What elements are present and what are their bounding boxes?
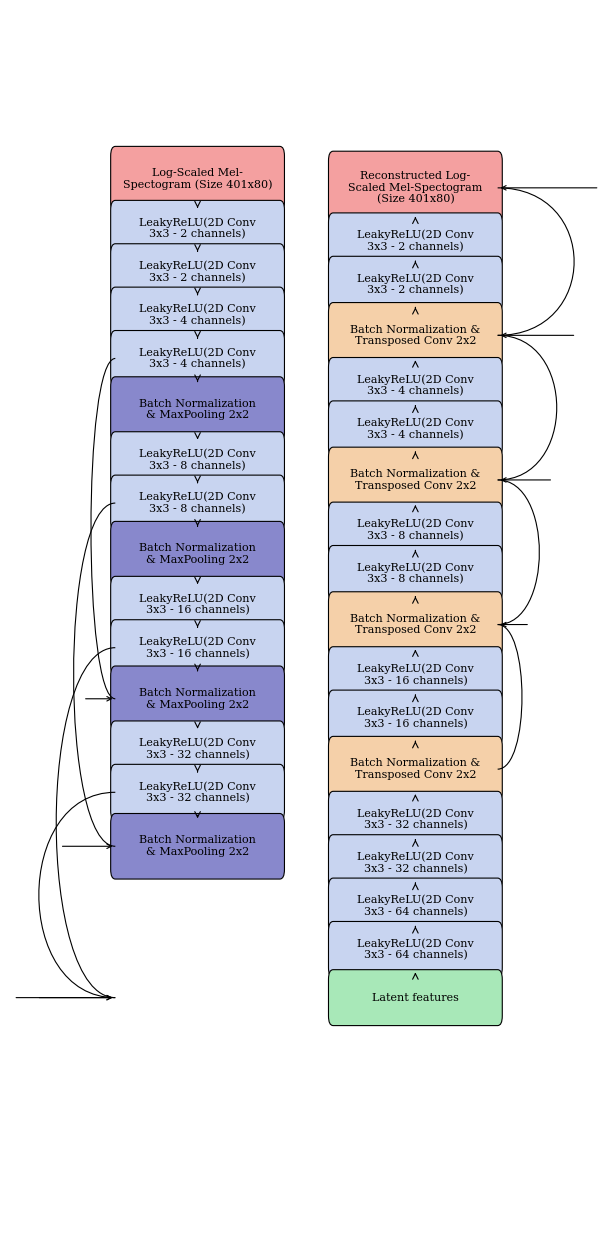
Text: LeakyReLU(2D Conv
3x3 - 8 channels): LeakyReLU(2D Conv 3x3 - 8 channels)	[357, 518, 474, 541]
FancyBboxPatch shape	[328, 835, 502, 890]
Text: Batch Normalization
& MaxPooling 2x2: Batch Normalization & MaxPooling 2x2	[139, 835, 256, 858]
FancyBboxPatch shape	[328, 690, 502, 746]
FancyBboxPatch shape	[111, 521, 285, 587]
Text: Batch Normalization &
Transposed Conv 2x2: Batch Normalization & Transposed Conv 2x…	[350, 470, 481, 491]
Text: LeakyReLU(2D Conv
3x3 - 32 channels): LeakyReLU(2D Conv 3x3 - 32 channels)	[139, 737, 256, 760]
Text: LeakyReLU(2D Conv
3x3 - 32 channels): LeakyReLU(2D Conv 3x3 - 32 channels)	[357, 808, 474, 830]
Text: LeakyReLU(2D Conv
3x3 - 16 channels): LeakyReLU(2D Conv 3x3 - 16 channels)	[139, 636, 256, 659]
FancyBboxPatch shape	[328, 401, 502, 457]
Text: LeakyReLU(2D Conv
3x3 - 4 channels): LeakyReLU(2D Conv 3x3 - 4 channels)	[139, 347, 256, 369]
FancyBboxPatch shape	[111, 475, 285, 531]
Text: LeakyReLU(2D Conv
3x3 - 2 channels): LeakyReLU(2D Conv 3x3 - 2 channels)	[357, 273, 474, 295]
FancyBboxPatch shape	[328, 546, 502, 601]
FancyBboxPatch shape	[111, 244, 285, 299]
Text: LeakyReLU(2D Conv
3x3 - 4 channels): LeakyReLU(2D Conv 3x3 - 4 channels)	[357, 374, 474, 397]
FancyBboxPatch shape	[328, 878, 502, 934]
Text: Batch Normalization
& MaxPooling 2x2: Batch Normalization & MaxPooling 2x2	[139, 543, 256, 565]
FancyBboxPatch shape	[111, 620, 285, 676]
FancyBboxPatch shape	[111, 146, 285, 212]
Text: LeakyReLU(2D Conv
3x3 - 2 channels): LeakyReLU(2D Conv 3x3 - 2 channels)	[139, 217, 256, 239]
FancyBboxPatch shape	[111, 432, 285, 488]
Text: LeakyReLU(2D Conv
3x3 - 8 channels): LeakyReLU(2D Conv 3x3 - 8 channels)	[357, 562, 474, 585]
FancyBboxPatch shape	[328, 970, 502, 1025]
FancyBboxPatch shape	[111, 576, 285, 632]
Text: LeakyReLU(2D Conv
3x3 - 2 channels): LeakyReLU(2D Conv 3x3 - 2 channels)	[139, 260, 256, 283]
FancyBboxPatch shape	[328, 502, 502, 558]
FancyBboxPatch shape	[328, 791, 502, 848]
Text: LeakyReLU(2D Conv
3x3 - 4 channels): LeakyReLU(2D Conv 3x3 - 4 channels)	[357, 418, 474, 441]
Text: LeakyReLU(2D Conv
3x3 - 2 channels): LeakyReLU(2D Conv 3x3 - 2 channels)	[357, 229, 474, 252]
Text: LeakyReLU(2D Conv
3x3 - 32 channels): LeakyReLU(2D Conv 3x3 - 32 channels)	[139, 781, 256, 804]
FancyBboxPatch shape	[328, 592, 502, 657]
Text: LeakyReLU(2D Conv
3x3 - 8 channels): LeakyReLU(2D Conv 3x3 - 8 channels)	[139, 492, 256, 515]
FancyBboxPatch shape	[328, 257, 502, 312]
Text: Latent features: Latent features	[372, 993, 459, 1003]
FancyBboxPatch shape	[111, 331, 285, 387]
Text: Batch Normalization
& MaxPooling 2x2: Batch Normalization & MaxPooling 2x2	[139, 399, 256, 421]
FancyBboxPatch shape	[328, 736, 502, 803]
Text: LeakyReLU(2D Conv
3x3 - 16 channels): LeakyReLU(2D Conv 3x3 - 16 channels)	[357, 707, 474, 730]
FancyBboxPatch shape	[111, 721, 285, 776]
FancyBboxPatch shape	[328, 151, 502, 224]
FancyBboxPatch shape	[328, 358, 502, 413]
Text: Batch Normalization &
Transposed Conv 2x2: Batch Normalization & Transposed Conv 2x…	[350, 759, 481, 780]
Text: LeakyReLU(2D Conv
3x3 - 4 channels): LeakyReLU(2D Conv 3x3 - 4 channels)	[139, 304, 256, 327]
Text: Batch Normalization
& MaxPooling 2x2: Batch Normalization & MaxPooling 2x2	[139, 689, 256, 710]
Text: LeakyReLU(2D Conv
3x3 - 64 channels): LeakyReLU(2D Conv 3x3 - 64 channels)	[357, 895, 474, 918]
Text: LeakyReLU(2D Conv
3x3 - 64 channels): LeakyReLU(2D Conv 3x3 - 64 channels)	[357, 938, 474, 960]
FancyBboxPatch shape	[328, 213, 502, 269]
Text: LeakyReLU(2D Conv
3x3 - 16 channels): LeakyReLU(2D Conv 3x3 - 16 channels)	[139, 593, 256, 616]
Text: Batch Normalization &
Transposed Conv 2x2: Batch Normalization & Transposed Conv 2x…	[350, 324, 481, 346]
Text: LeakyReLU(2D Conv
3x3 - 32 channels): LeakyReLU(2D Conv 3x3 - 32 channels)	[357, 851, 474, 874]
FancyBboxPatch shape	[111, 814, 285, 879]
FancyBboxPatch shape	[328, 921, 502, 978]
FancyBboxPatch shape	[111, 200, 285, 257]
FancyBboxPatch shape	[111, 666, 285, 731]
Text: LeakyReLU(2D Conv
3x3 - 8 channels): LeakyReLU(2D Conv 3x3 - 8 channels)	[139, 448, 256, 471]
Text: Batch Normalization &
Transposed Conv 2x2: Batch Normalization & Transposed Conv 2x…	[350, 613, 481, 635]
FancyBboxPatch shape	[328, 647, 502, 702]
Text: LeakyReLU(2D Conv
3x3 - 16 channels): LeakyReLU(2D Conv 3x3 - 16 channels)	[357, 664, 474, 686]
FancyBboxPatch shape	[328, 303, 502, 368]
FancyBboxPatch shape	[328, 447, 502, 513]
Text: Reconstructed Log-
Scaled Mel-Spectogram
(Size 401x80): Reconstructed Log- Scaled Mel-Spectogram…	[348, 172, 483, 204]
FancyBboxPatch shape	[111, 764, 285, 820]
FancyBboxPatch shape	[111, 377, 285, 442]
Text: Log-Scaled Mel-
Spectogram (Size 401x80): Log-Scaled Mel- Spectogram (Size 401x80)	[123, 168, 272, 190]
FancyBboxPatch shape	[111, 287, 285, 343]
